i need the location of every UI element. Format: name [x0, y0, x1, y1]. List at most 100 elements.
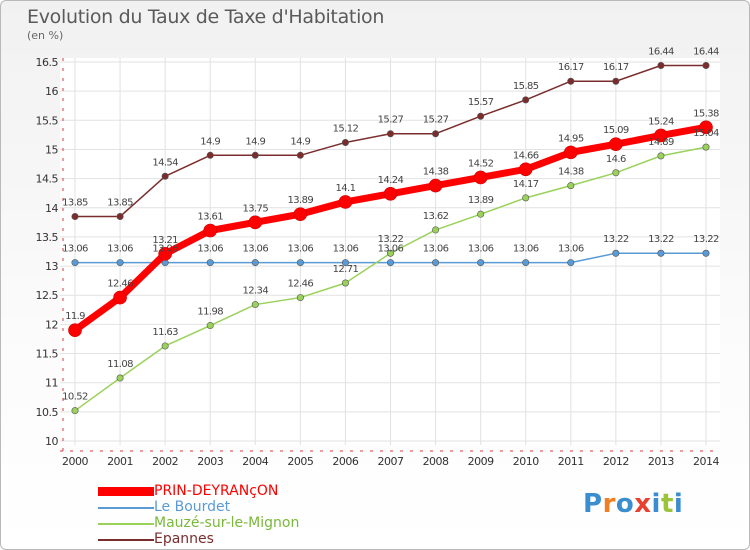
- logo-letter: x: [634, 489, 652, 519]
- data-label-s1: 13.61: [197, 212, 223, 223]
- data-point-s3: [432, 226, 440, 234]
- data-point-s1: [609, 137, 623, 152]
- data-point-s1: [68, 323, 82, 338]
- data-label-s4: 15.27: [378, 115, 404, 126]
- data-point-s2: [386, 259, 394, 267]
- data-label-s3: 12.34: [242, 286, 268, 297]
- data-point-s3: [116, 374, 124, 382]
- data-point-s4: [657, 61, 665, 69]
- x-tick-label: 2003: [197, 455, 223, 468]
- logo-letter: t: [660, 489, 674, 519]
- logo-letter: i: [673, 489, 684, 519]
- data-point-s4: [161, 172, 169, 180]
- data-point-s3: [161, 342, 169, 350]
- data-point-s3: [477, 210, 485, 218]
- legend-swatch: [98, 507, 154, 509]
- y-tick-label: 13.5: [36, 231, 59, 244]
- y-tick-label: 14.5: [36, 173, 59, 186]
- data-label-s3: 14.6: [606, 154, 626, 165]
- data-label-s4: 15.12: [333, 123, 359, 134]
- data-label-s2: 13.06: [107, 244, 133, 255]
- proxiti-logo: Proxiti: [583, 489, 683, 519]
- data-label-s3: 15.04: [693, 128, 719, 139]
- logo-letter: i: [651, 489, 661, 519]
- data-label-s2: 13.06: [468, 244, 494, 255]
- data-label-s3: 14.89: [648, 137, 674, 148]
- data-point-s2: [522, 259, 530, 267]
- logo-letter: P: [583, 489, 603, 519]
- data-label-s4: 14.9: [200, 136, 220, 147]
- data-point-s1: [113, 290, 127, 305]
- data-point-s3: [522, 194, 530, 202]
- data-point-s2: [116, 259, 124, 267]
- y-tick-label: 12.5: [36, 289, 59, 302]
- logo-letter: o: [615, 489, 635, 519]
- data-point-s1: [383, 186, 398, 201]
- data-point-s1: [654, 128, 668, 143]
- x-tick-label: 2008: [423, 455, 449, 468]
- data-point-s3: [657, 152, 665, 160]
- data-label-s1: 15.38: [693, 108, 719, 119]
- data-label-s2: 13.06: [423, 244, 449, 255]
- data-point-s2: [477, 259, 485, 267]
- data-label-s1: 13.75: [242, 203, 268, 214]
- data-point-s2: [341, 259, 349, 267]
- x-tick-label: 2004: [242, 455, 268, 468]
- data-point-s1: [428, 178, 443, 193]
- data-label-s4: 16.44: [693, 46, 719, 57]
- unit-label: (en %): [27, 29, 64, 42]
- data-point-s4: [296, 151, 304, 159]
- y-tick-label: 10.5: [36, 406, 59, 419]
- data-label-s2: 13.06: [197, 244, 223, 255]
- data-label-s1: 12.46: [107, 279, 133, 290]
- data-point-s2: [251, 259, 259, 267]
- legend-label: Mauzé-sur-le-Mignon: [154, 515, 300, 531]
- data-label-s4: 14.54: [152, 157, 178, 168]
- data-point-s1: [473, 170, 488, 185]
- data-point-s3: [341, 279, 349, 287]
- x-tick-label: 2011: [558, 455, 584, 468]
- data-point-s4: [206, 151, 214, 159]
- x-tick-label: 2014: [693, 455, 719, 468]
- data-point-s4: [522, 96, 530, 104]
- x-tick-label: 2010: [513, 455, 539, 468]
- data-label-s2: 13.06: [378, 244, 404, 255]
- data-point-s1: [699, 120, 713, 135]
- data-point-s3: [612, 169, 620, 177]
- data-label-s2: 13.06: [288, 244, 314, 255]
- data-point-s2: [296, 259, 304, 267]
- data-label-s1: 14.52: [468, 158, 494, 169]
- data-label-s3: 13.89: [468, 195, 494, 206]
- data-label-s3: 13.62: [423, 211, 449, 222]
- data-label-s1: 11.9: [65, 311, 85, 322]
- data-point-s4: [71, 213, 79, 221]
- logo-letter: r: [602, 489, 616, 519]
- data-point-s1: [338, 195, 353, 209]
- data-label-s3: 13.22: [378, 234, 404, 245]
- data-point-s3: [702, 143, 710, 151]
- data-point-s2: [71, 259, 79, 267]
- data-point-s3: [206, 322, 214, 330]
- data-point-s1: [203, 223, 218, 238]
- data-label-s2: 13.06: [558, 244, 584, 255]
- y-tick-label: 12: [45, 318, 58, 331]
- x-tick-label: 2007: [378, 455, 404, 468]
- data-label-s4: 16.44: [648, 46, 674, 57]
- legend-label: Epannes: [154, 531, 214, 547]
- data-label-s4: 13.85: [62, 198, 88, 209]
- data-point-s2: [567, 259, 575, 267]
- data-label-s4: 15.27: [423, 115, 449, 126]
- data-point-s1: [518, 162, 533, 177]
- data-label-s1: 14.1: [335, 183, 355, 194]
- data-label-s2: 13.22: [603, 234, 629, 245]
- data-point-s4: [567, 77, 575, 85]
- data-point-s1: [158, 247, 172, 261]
- y-tick-label: 13: [45, 260, 58, 273]
- legend-swatch: [98, 487, 154, 496]
- data-label-s4: 15.57: [468, 97, 494, 108]
- x-tick-label: 2009: [468, 455, 494, 468]
- legend-label: PRIN-DEYRANçON: [154, 483, 279, 499]
- data-label-s2: 13.06: [152, 244, 178, 255]
- y-tick-label: 14: [45, 202, 58, 215]
